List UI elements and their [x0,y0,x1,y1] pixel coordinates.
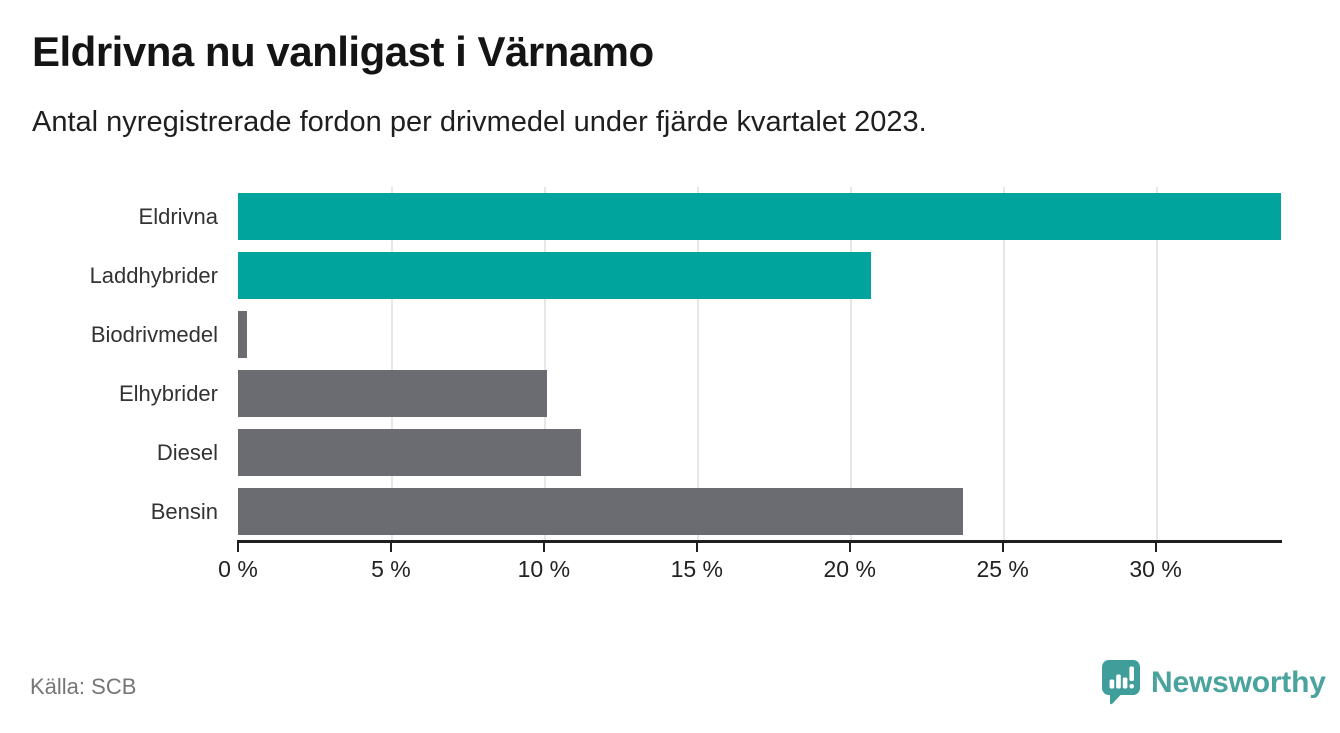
x-tick-label: 10 % [517,556,571,582]
x-tick-mark [389,543,392,552]
category-axis-labels: Eldrivna Laddhybrider Biodrivmedel Elhybrid… [0,187,218,541]
category-label: Diesel [156,440,218,465]
x-tick-mark [1001,543,1004,552]
gridline [849,187,852,541]
category-label: Biodrivmedel [90,322,218,347]
x-tick-mark [237,543,239,552]
x-tick-mark [695,543,698,552]
x-tick-mark [848,543,851,552]
gridline [543,187,546,541]
newsworthy-bubble-chart-icon [1101,659,1141,707]
x-tick-label: 20 % [823,556,876,582]
x-tick-label: 25 % [976,556,1029,582]
bar-diesel [238,429,581,476]
gridline [390,187,393,541]
brand-logo: Newsworthy [1101,659,1326,707]
x-tick-mark [1154,543,1157,552]
chart-title: Eldrivna nu vanligast i Värnamo [32,28,654,75]
x-tick-label: 30 % [1129,556,1182,582]
bar-bensin [238,488,963,535]
x-tick-mark [542,543,545,552]
brand-name: Newsworthy [1151,666,1326,699]
x-tick-label: 5 % [371,556,411,582]
bar-eldrivna [238,193,1281,240]
x-axis-tick-labels: 0 % 5 % 10 % 15 % 20 % 25 % 30 % [218,556,1281,584]
gridline [696,187,699,541]
x-axis-ticks [237,543,1281,552]
bar-biodrivmedel [238,311,248,358]
gridline [1155,187,1158,541]
plot-area [238,187,1281,541]
x-axis-line [237,540,1282,543]
gridline [1002,187,1005,541]
category-label: Eldrivna [138,204,218,229]
bar-elhybrider [238,370,547,417]
category-label: Bensin [150,499,218,524]
chart-subtitle: Antal nyregistrerade fordon per drivmede… [32,106,927,138]
bar-laddhybrider [238,252,872,299]
source-note: Källa: SCB [30,674,137,699]
x-tick-label: 15 % [670,556,724,582]
category-label: Laddhybrider [89,263,218,288]
category-label: Elhybrider [118,381,218,406]
x-tick-label: 0 % [218,556,258,582]
